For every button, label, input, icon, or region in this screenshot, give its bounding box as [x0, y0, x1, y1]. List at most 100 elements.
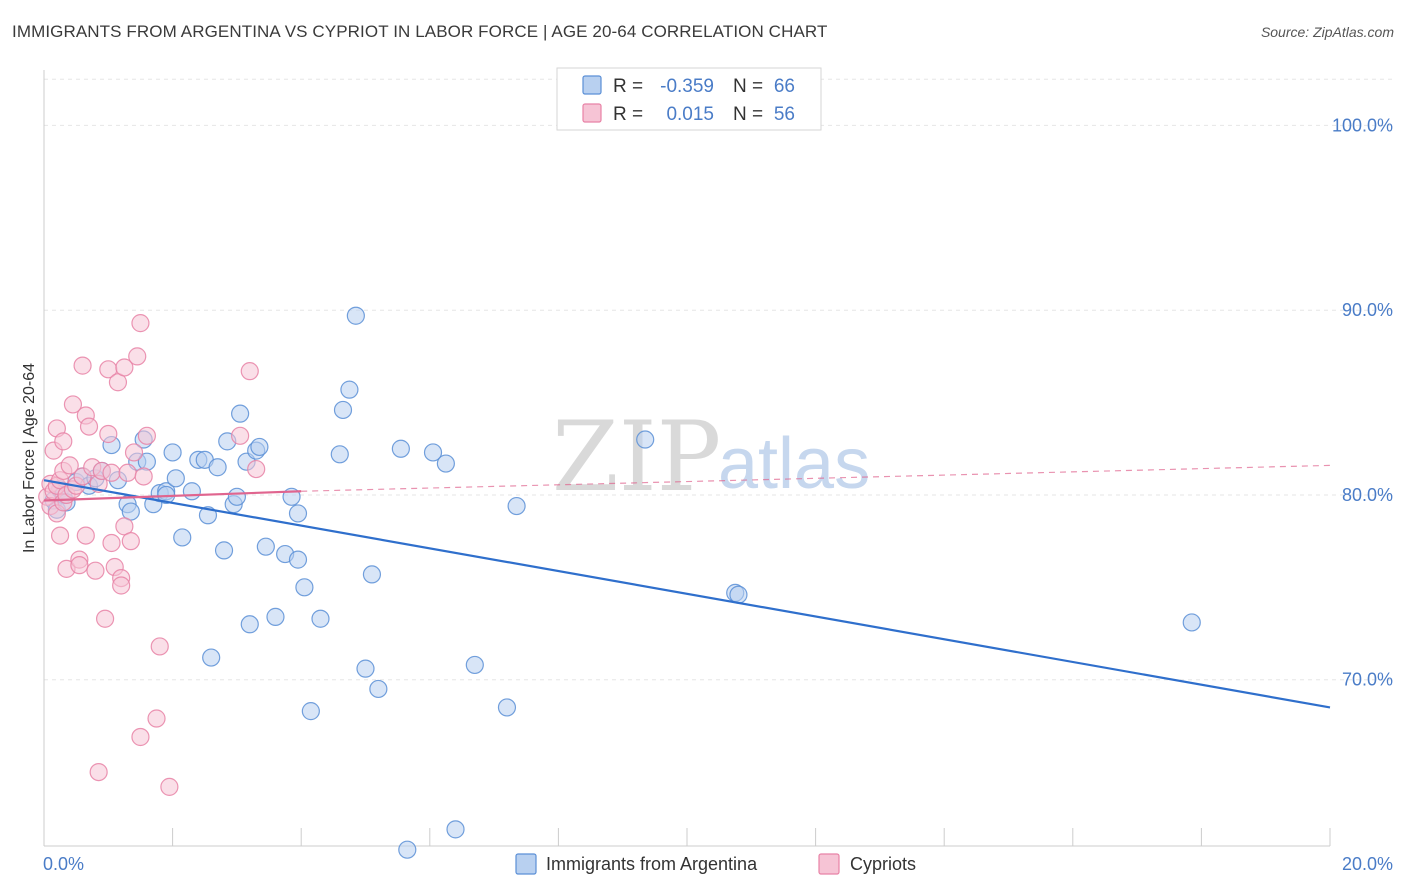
- point-cypriots-25: [79, 417, 99, 436]
- point-argentina-51: [346, 306, 365, 325]
- point-cypriots-53: [231, 426, 250, 445]
- axes: [43, 70, 1331, 847]
- bottom-legend-label-cypriots: Cypriots: [850, 854, 916, 874]
- point-argentina-30: [214, 541, 234, 560]
- point-argentina-58: [436, 454, 455, 473]
- bottom-legend-swatch-cypriots: [818, 853, 840, 875]
- legend-swatch-cypriots: [582, 103, 602, 123]
- stats-legend: R = -0.359 N = 66 R = 0.015 N = 56: [556, 67, 822, 131]
- point-argentina-48: [330, 445, 349, 464]
- point-argentina-33: [227, 487, 246, 506]
- point-cypriots-45: [128, 347, 147, 366]
- legend-r-value-cypriots: 0.015: [666, 104, 714, 125]
- legend-r-value-argentina: -0.359: [660, 76, 714, 97]
- bottom-legend-swatch-argentina: [515, 853, 537, 875]
- point-argentina-50: [340, 380, 359, 399]
- point-argentina-44: [288, 504, 308, 523]
- point-cypriots-42: [118, 463, 137, 482]
- point-cypriots-46: [131, 314, 150, 333]
- legend-n-value-argentina: 66: [774, 76, 795, 97]
- point-argentina-59: [446, 820, 465, 839]
- legend-r-label-cypriots: R =: [613, 104, 643, 125]
- point-cypriots-31: [95, 609, 115, 628]
- point-cypriots-48: [134, 467, 153, 486]
- point-cypriots-11: [54, 432, 73, 451]
- point-argentina-55: [391, 439, 410, 458]
- point-argentina-28: [202, 648, 221, 667]
- watermark: ZIP atlas: [552, 401, 870, 513]
- point-argentina-49: [333, 400, 353, 420]
- point-argentina-61: [497, 698, 517, 717]
- point-cypriots-54: [240, 362, 259, 381]
- point-argentina-40: [266, 607, 285, 626]
- point-cypriots-21: [73, 356, 92, 375]
- point-cypriots-27: [86, 561, 105, 580]
- point-cypriots-39: [112, 576, 131, 595]
- bottom-legend: Immigrants from Argentina Cypriots: [515, 853, 916, 875]
- point-argentina-53: [362, 565, 382, 584]
- point-argentina-29: [208, 458, 227, 477]
- point-argentina-39: [256, 537, 275, 556]
- watermark-atlas-text: atlas: [718, 424, 870, 504]
- point-argentina-24: [182, 482, 201, 501]
- x-tick-labels: 0.0% 20.0%: [43, 854, 1393, 874]
- point-cypriots-15: [60, 456, 79, 475]
- y-tick-label-0: 70.0%: [1342, 670, 1393, 690]
- point-cypriots-44: [124, 443, 144, 462]
- point-argentina-57: [423, 443, 443, 462]
- legend-n-value-cypriots: 56: [774, 104, 795, 125]
- point-argentina-38: [250, 437, 269, 457]
- point-cypriots-16: [63, 395, 83, 414]
- point-argentina-54: [369, 679, 388, 699]
- point-cypriots-52: [160, 777, 179, 796]
- trend-line-argentina: [43, 479, 1331, 709]
- point-cypriots-33: [99, 424, 118, 444]
- trend-lines: [43, 464, 1331, 709]
- y-tick-label-2: 90.0%: [1342, 300, 1393, 320]
- point-argentina-22: [166, 469, 185, 488]
- point-argentina-23: [173, 528, 192, 547]
- legend-swatch-argentina: [582, 75, 602, 95]
- point-cypriots-23: [76, 526, 95, 545]
- trend-line-cypriots: [43, 490, 302, 502]
- point-argentina-45: [295, 578, 314, 597]
- point-argentina-27: [198, 506, 218, 525]
- x-tick-label-min: 0.0%: [43, 854, 84, 874]
- point-cypriots-41: [115, 358, 134, 377]
- point-cypriots-43: [121, 532, 140, 551]
- point-cypriots-49: [137, 426, 156, 445]
- point-argentina-62: [507, 496, 526, 516]
- source-credit: Source: ZipAtlas.com: [1260, 24, 1394, 40]
- point-cypriots-51: [150, 637, 169, 656]
- point-argentina-36: [240, 615, 259, 634]
- y-axis-label: In Labor Force | Age 20-64: [21, 363, 38, 553]
- point-argentina-56: [398, 840, 417, 859]
- point-cypriots-9: [50, 526, 70, 545]
- y-tick-label-1: 80.0%: [1342, 485, 1393, 505]
- point-argentina-46: [301, 702, 320, 721]
- point-cypriots-55: [247, 459, 266, 479]
- legend-n-label-argentina: N =: [733, 76, 763, 97]
- point-argentina-60: [465, 655, 484, 675]
- x-tick-label-max: 20.0%: [1342, 854, 1393, 874]
- point-cypriots-34: [102, 533, 121, 553]
- y-tick-label-3: 100.0%: [1332, 115, 1393, 135]
- point-cypriots-47: [131, 727, 150, 747]
- point-argentina-21: [163, 443, 182, 462]
- chart-title: IMMIGRANTS FROM ARGENTINA VS CYPRIOT IN …: [12, 22, 828, 41]
- point-argentina-47: [311, 609, 330, 628]
- point-cypriots-29: [89, 762, 108, 782]
- point-argentina-63: [636, 430, 655, 449]
- legend-r-label-argentina: R =: [613, 76, 643, 97]
- y-tick-labels: 70.0% 80.0% 90.0% 100.0%: [1332, 115, 1393, 689]
- legend-n-label-cypriots: N =: [733, 104, 763, 125]
- point-argentina-52: [356, 659, 375, 678]
- point-cypriots-50: [147, 709, 166, 728]
- watermark-zip-text: ZIP: [552, 401, 721, 513]
- point-argentina-66: [1182, 613, 1201, 632]
- point-cypriots-35: [102, 463, 121, 482]
- point-argentina-34: [231, 404, 250, 423]
- point-cypriots-20: [70, 556, 89, 575]
- bottom-legend-label-argentina: Immigrants from Argentina: [546, 854, 758, 874]
